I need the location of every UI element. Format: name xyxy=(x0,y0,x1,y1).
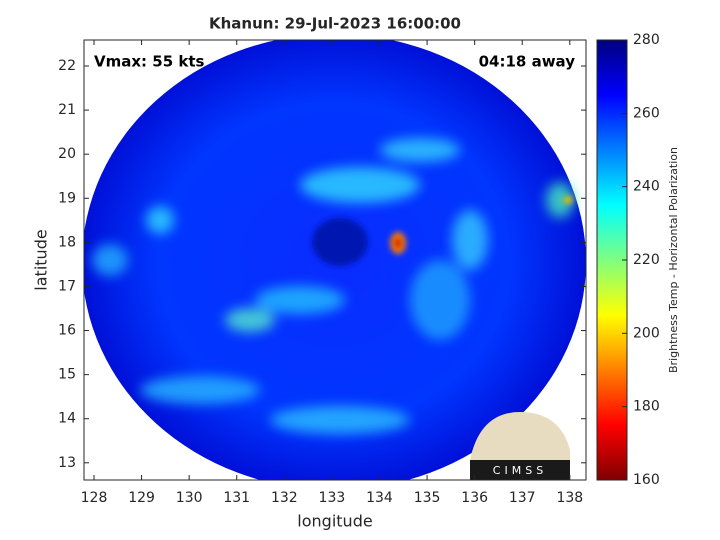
plot-frame xyxy=(83,39,587,481)
y-axis-label: latitude xyxy=(32,229,51,290)
x-tick-label: 135 xyxy=(414,490,441,506)
y-tick-label: 13 xyxy=(58,455,76,471)
x-tick-label: 136 xyxy=(461,490,488,506)
x-tick-label: 138 xyxy=(556,490,583,506)
colorbar-tick-label: 200 xyxy=(633,325,660,341)
x-tick-label: 131 xyxy=(223,490,250,506)
x-tick-label: 128 xyxy=(81,490,108,506)
x-tick-label: 132 xyxy=(271,490,298,506)
chart-title: Khanun: 29-Jul-2023 16:00:00 xyxy=(209,15,461,33)
colorbar-tick-label: 280 xyxy=(633,32,660,48)
annotation: 04:18 away xyxy=(479,53,576,71)
y-tick-label: 22 xyxy=(58,58,76,74)
x-tick-label: 133 xyxy=(319,490,346,506)
y-tick-label: 14 xyxy=(58,411,76,427)
y-tick-label: 20 xyxy=(58,146,76,162)
y-tick-label: 16 xyxy=(58,323,76,339)
x-tick-label: 129 xyxy=(128,490,155,506)
y-tick-label: 19 xyxy=(58,190,76,206)
satellite-image xyxy=(84,40,586,480)
colorbar-tick-label: 160 xyxy=(633,472,660,488)
x-tick-label: 134 xyxy=(366,490,393,506)
colorbar-tick-label: 220 xyxy=(633,252,660,268)
x-axis-label: longitude xyxy=(297,512,372,531)
logo-text: CIMSS xyxy=(493,464,547,477)
y-tick-label: 18 xyxy=(58,234,76,250)
colorbar-tick-label: 260 xyxy=(633,105,660,121)
annotation: Vmax: 55 kts xyxy=(94,53,204,71)
x-tick-label: 130 xyxy=(176,490,203,506)
y-tick-label: 17 xyxy=(58,278,76,294)
colorbar-tick-label: 240 xyxy=(633,179,660,195)
y-tick-label: 21 xyxy=(58,102,76,118)
colorbar-label: Brightness Temp - Horizontal Polarizatio… xyxy=(667,147,680,373)
colorbar-tick-label: 180 xyxy=(633,399,660,415)
cimss-logo: CIMSS xyxy=(470,412,570,480)
y-tick-label: 15 xyxy=(58,367,76,383)
x-tick-label: 137 xyxy=(509,490,536,506)
